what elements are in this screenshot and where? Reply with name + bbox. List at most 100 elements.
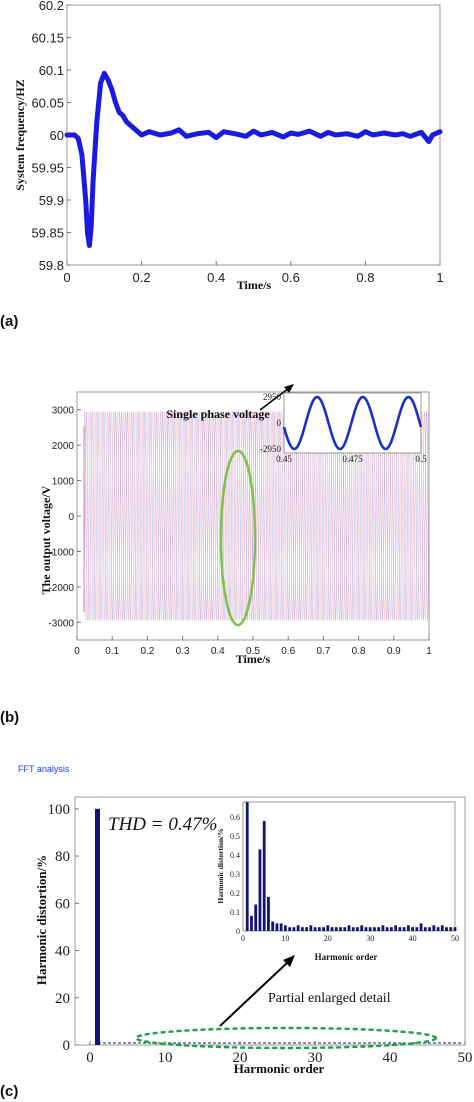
- chart-b-xtick-label: 0.2: [140, 646, 154, 657]
- chart-c-xtick-label: 30: [308, 1050, 323, 1066]
- chart-c-inset-bar: [317, 927, 321, 931]
- chart-b-ytick-label: -1000: [48, 547, 74, 558]
- chart-c-inset-bar: [385, 927, 389, 931]
- chart-c-ytick-label: 40: [55, 944, 70, 960]
- chart-c-inset-bar: [415, 927, 419, 931]
- chart-c-inset-ytick-label: 0.5: [230, 832, 240, 841]
- chart-c-inset-xtick-label: 30: [366, 934, 374, 943]
- chart-c-inset-bar: [313, 927, 317, 931]
- chart-c-inset-ytick-label: 0.1: [230, 908, 240, 917]
- chart-c-inset-bar: [402, 927, 406, 931]
- chart-c-inset-bar: [262, 820, 266, 931]
- chart-a-xtick-label: 0.2: [133, 270, 151, 285]
- chart-c-inset-bar: [364, 927, 368, 931]
- chart-a-xticks: 0 0.2 0.4 0.6 0.8 1: [63, 261, 444, 285]
- chart-a-xtick-label: 0.6: [282, 270, 300, 285]
- chart-c-highlight-ellipse: [134, 1026, 438, 1050]
- chart-c-inset-bars: [245, 802, 457, 931]
- chart-c-inset-bar: [326, 925, 330, 931]
- chart-c-yticks: 0 20 40 60 80 100: [48, 802, 79, 1054]
- chart-a: 59.8 59.85 59.9 59.95 60 60.05 60.1 60.15 60.2 0…: [0, 0, 444, 330]
- chart-b-ytick-label: -3000: [48, 618, 74, 629]
- chart-b-ytick-label: 2000: [52, 441, 75, 452]
- chart-c-inset-bar: [334, 927, 338, 931]
- chart-c-inset-bar: [339, 927, 342, 931]
- chart-c-inset-bar: [440, 925, 444, 931]
- chart-c-inset-xlabel: Harmonic order: [315, 952, 378, 962]
- chart-a-ytick-label: 60.05: [31, 96, 64, 111]
- chart-c-inset-bar: [258, 849, 262, 931]
- chart-c-inset-bar: [432, 925, 436, 931]
- chart-c-title: FFT analysis: [18, 764, 70, 774]
- chart-c-xlabel: Harmonic order: [234, 1061, 325, 1076]
- chart-c-inset-bar: [275, 923, 279, 931]
- chart-a-xlabel: Time/s: [237, 278, 272, 292]
- chart-c-inset-bar: [351, 927, 355, 931]
- chart-b-ytick-label: 1000: [52, 477, 75, 488]
- chart-b-inset-xtick-label: 0.45: [276, 454, 292, 464]
- chart-c-inset-ytick-label: 0.6: [230, 813, 240, 822]
- chart-c-inset-bar: [330, 927, 334, 931]
- chart-c-ytick-label: 60: [55, 896, 70, 912]
- chart-c-inset-bar: [250, 915, 253, 931]
- chart-c-inset-bar: [394, 925, 398, 931]
- chart-b-xtick-label: 1: [426, 646, 432, 657]
- chart-c-xtick-label: 10: [158, 1050, 173, 1066]
- chart-b-xtick-label: 0: [74, 646, 80, 657]
- chart-b-xtick-label: 0.5: [246, 646, 260, 657]
- chart-b-phase-wave: [83, 410, 430, 622]
- chart-c-inset-xtick-label: 20: [324, 934, 332, 943]
- chart-c-inset-bar: [368, 927, 372, 931]
- chart-a-ytick-label: 60.1: [39, 63, 64, 78]
- chart-c-ylabel: Harmonic distortion/%: [34, 855, 49, 985]
- chart-c-inset-bar: [347, 925, 351, 931]
- chart-c-inset-bar: [271, 921, 275, 931]
- chart-c-inset-bar: [360, 925, 364, 931]
- chart-b-xtick-label: 0.7: [316, 646, 330, 657]
- chart-c-ytick-label: 80: [55, 849, 70, 865]
- chart-c-inset-bar: [322, 927, 325, 931]
- chart-c-inset-bar: [373, 927, 376, 931]
- chart-c-inset-bar: [292, 927, 296, 931]
- chart-c-inset-ytick-label: 0.2: [230, 889, 240, 898]
- chart-b-yticks: -3000 -2000 -1000 0 1000 2000 3000: [48, 406, 81, 629]
- chart-b-xtick-label: 0.9: [387, 646, 401, 657]
- chart-b-inset-ytick-label: 0: [277, 418, 282, 428]
- chart-a-xtick-label: 1: [436, 270, 443, 285]
- chart-b-inset-yticks: 2950 0 -2950: [260, 392, 282, 454]
- chart-a-ytick-label: 59.8: [39, 258, 64, 273]
- chart-c-xticks: 0 10 20 30 40 50: [86, 1041, 473, 1066]
- chart-b-xlabel: Time/s: [236, 652, 271, 666]
- chart-c-inset-bar: [300, 927, 304, 931]
- panel-label-b: (b): [0, 709, 19, 726]
- chart-c-inset-ytick-label: 0: [236, 927, 240, 936]
- chart-c-bar: [95, 808, 100, 1045]
- chart-c-annotation-arrowhead: [283, 955, 295, 967]
- chart-c-inset-bar: [296, 925, 300, 931]
- chart-b-xtick-label: 0.3: [176, 646, 190, 657]
- chart-c-inset-bar: [445, 927, 448, 931]
- chart-a-xtick-label: 0.4: [207, 270, 225, 285]
- chart-c-inset-bar: [398, 927, 402, 931]
- chart-c-inset-bar: [390, 927, 393, 931]
- chart-c-inset-xtick-label: 40: [409, 934, 417, 943]
- chart-c-inset-bar: [254, 904, 258, 931]
- chart-c-inset-bar: [436, 927, 440, 931]
- chart-b-phase-wave: [83, 410, 430, 622]
- chart-b-ytick-label: -2000: [48, 583, 74, 594]
- chart-b-ytick-label: 0: [68, 512, 74, 523]
- chart-c-inset-xticks: 0 10 20 30 40 50: [241, 934, 459, 943]
- chart-c-inset-bar: [288, 927, 292, 931]
- chart-c-xtick-label: 40: [383, 1050, 398, 1066]
- chart-c-ytick-label: 100: [48, 802, 71, 818]
- chart-a-yticks: 59.8 59.85 59.9 59.95 60 60.05 60.1 60.15 60.2: [31, 0, 71, 273]
- chart-a-ytick-label: 60: [50, 128, 64, 143]
- chart-c-xtick-label: 50: [458, 1050, 473, 1066]
- chart-a-ytick-label: 59.9: [39, 193, 64, 208]
- chart-a-ytick-label: 59.95: [31, 161, 64, 176]
- chart-c-inset-bar: [267, 896, 270, 931]
- chart-c-inset-ytick-label: 0.3: [230, 870, 240, 879]
- chart-b-xtick-label: 0.4: [211, 646, 225, 657]
- chart-b-inset-xtick-label: 0.5: [415, 454, 427, 464]
